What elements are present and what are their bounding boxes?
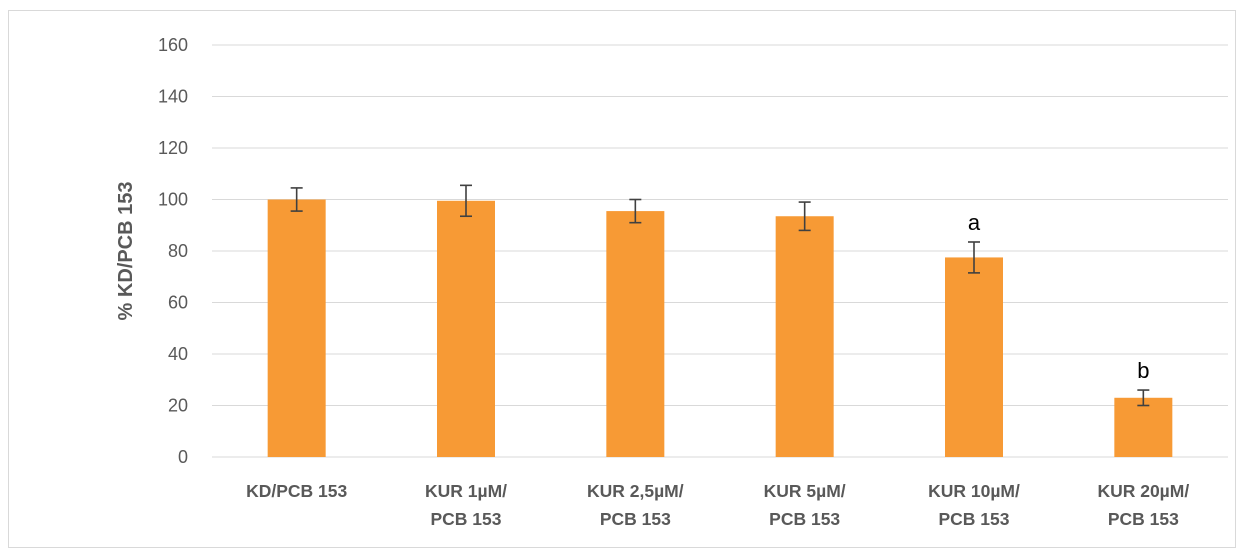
bar bbox=[606, 211, 665, 457]
bar bbox=[775, 216, 834, 457]
x-category-label-line: PCB 153 bbox=[600, 509, 671, 529]
x-category-label-line: KUR 10µM/ bbox=[928, 481, 1020, 501]
error-bar bbox=[798, 201, 811, 232]
error-bar bbox=[629, 198, 642, 224]
y-tick-label: 140 bbox=[158, 87, 188, 107]
x-category-label: KUR 20µM/PCB 153 bbox=[1097, 481, 1189, 529]
x-category-label-line: KUR 2,5µM/ bbox=[587, 481, 684, 501]
x-category-label-line: KUR 20µM/ bbox=[1097, 481, 1189, 501]
error-bar bbox=[1137, 389, 1150, 407]
x-category-label-line: PCB 153 bbox=[430, 509, 501, 529]
y-tick-label: 120 bbox=[158, 138, 188, 158]
x-category-label: KUR 1µM/PCB 153 bbox=[425, 481, 507, 529]
error-bars bbox=[290, 184, 1150, 407]
x-category-label-line: PCB 153 bbox=[938, 509, 1009, 529]
gridlines bbox=[212, 44, 1228, 458]
x-category-label-line: PCB 153 bbox=[1108, 509, 1179, 529]
x-category-label-line: KD/PCB 153 bbox=[246, 481, 347, 501]
bar bbox=[1114, 397, 1173, 457]
x-category-label-line: PCB 153 bbox=[769, 509, 840, 529]
significance-annotations: ab bbox=[968, 210, 1150, 383]
error-bar bbox=[460, 184, 472, 218]
y-tick-labels: 0 20 40 60 80 100 120 140 160 bbox=[158, 35, 188, 467]
bar bbox=[945, 257, 1003, 457]
y-tick-label: 100 bbox=[158, 190, 188, 210]
x-category-label: KD/PCB 153 bbox=[246, 481, 347, 501]
x-category-label-line: KUR 1µM/ bbox=[425, 481, 507, 501]
bars bbox=[267, 199, 1173, 457]
x-category-label: KUR 2,5µM/PCB 153 bbox=[587, 481, 684, 529]
y-tick-label: 160 bbox=[158, 35, 188, 55]
y-axis-title: % KD/PCB 153 bbox=[115, 182, 137, 321]
x-category-label: KUR 10µM/PCB 153 bbox=[928, 481, 1020, 529]
error-bar bbox=[968, 241, 980, 274]
y-tick-label: 20 bbox=[168, 396, 188, 416]
y-tick-label: 80 bbox=[168, 241, 188, 261]
y-tick-label: 40 bbox=[168, 344, 188, 364]
x-category-label: KUR 5µM/PCB 153 bbox=[764, 481, 846, 529]
bar bbox=[267, 199, 326, 457]
significance-label: b bbox=[1137, 358, 1149, 383]
y-tick-label: 0 bbox=[178, 447, 188, 467]
y-tick-label: 60 bbox=[168, 293, 188, 313]
error-bar bbox=[290, 187, 303, 212]
significance-label: a bbox=[968, 210, 981, 235]
bar bbox=[437, 200, 495, 457]
x-category-label-line: KUR 5µM/ bbox=[764, 481, 846, 501]
